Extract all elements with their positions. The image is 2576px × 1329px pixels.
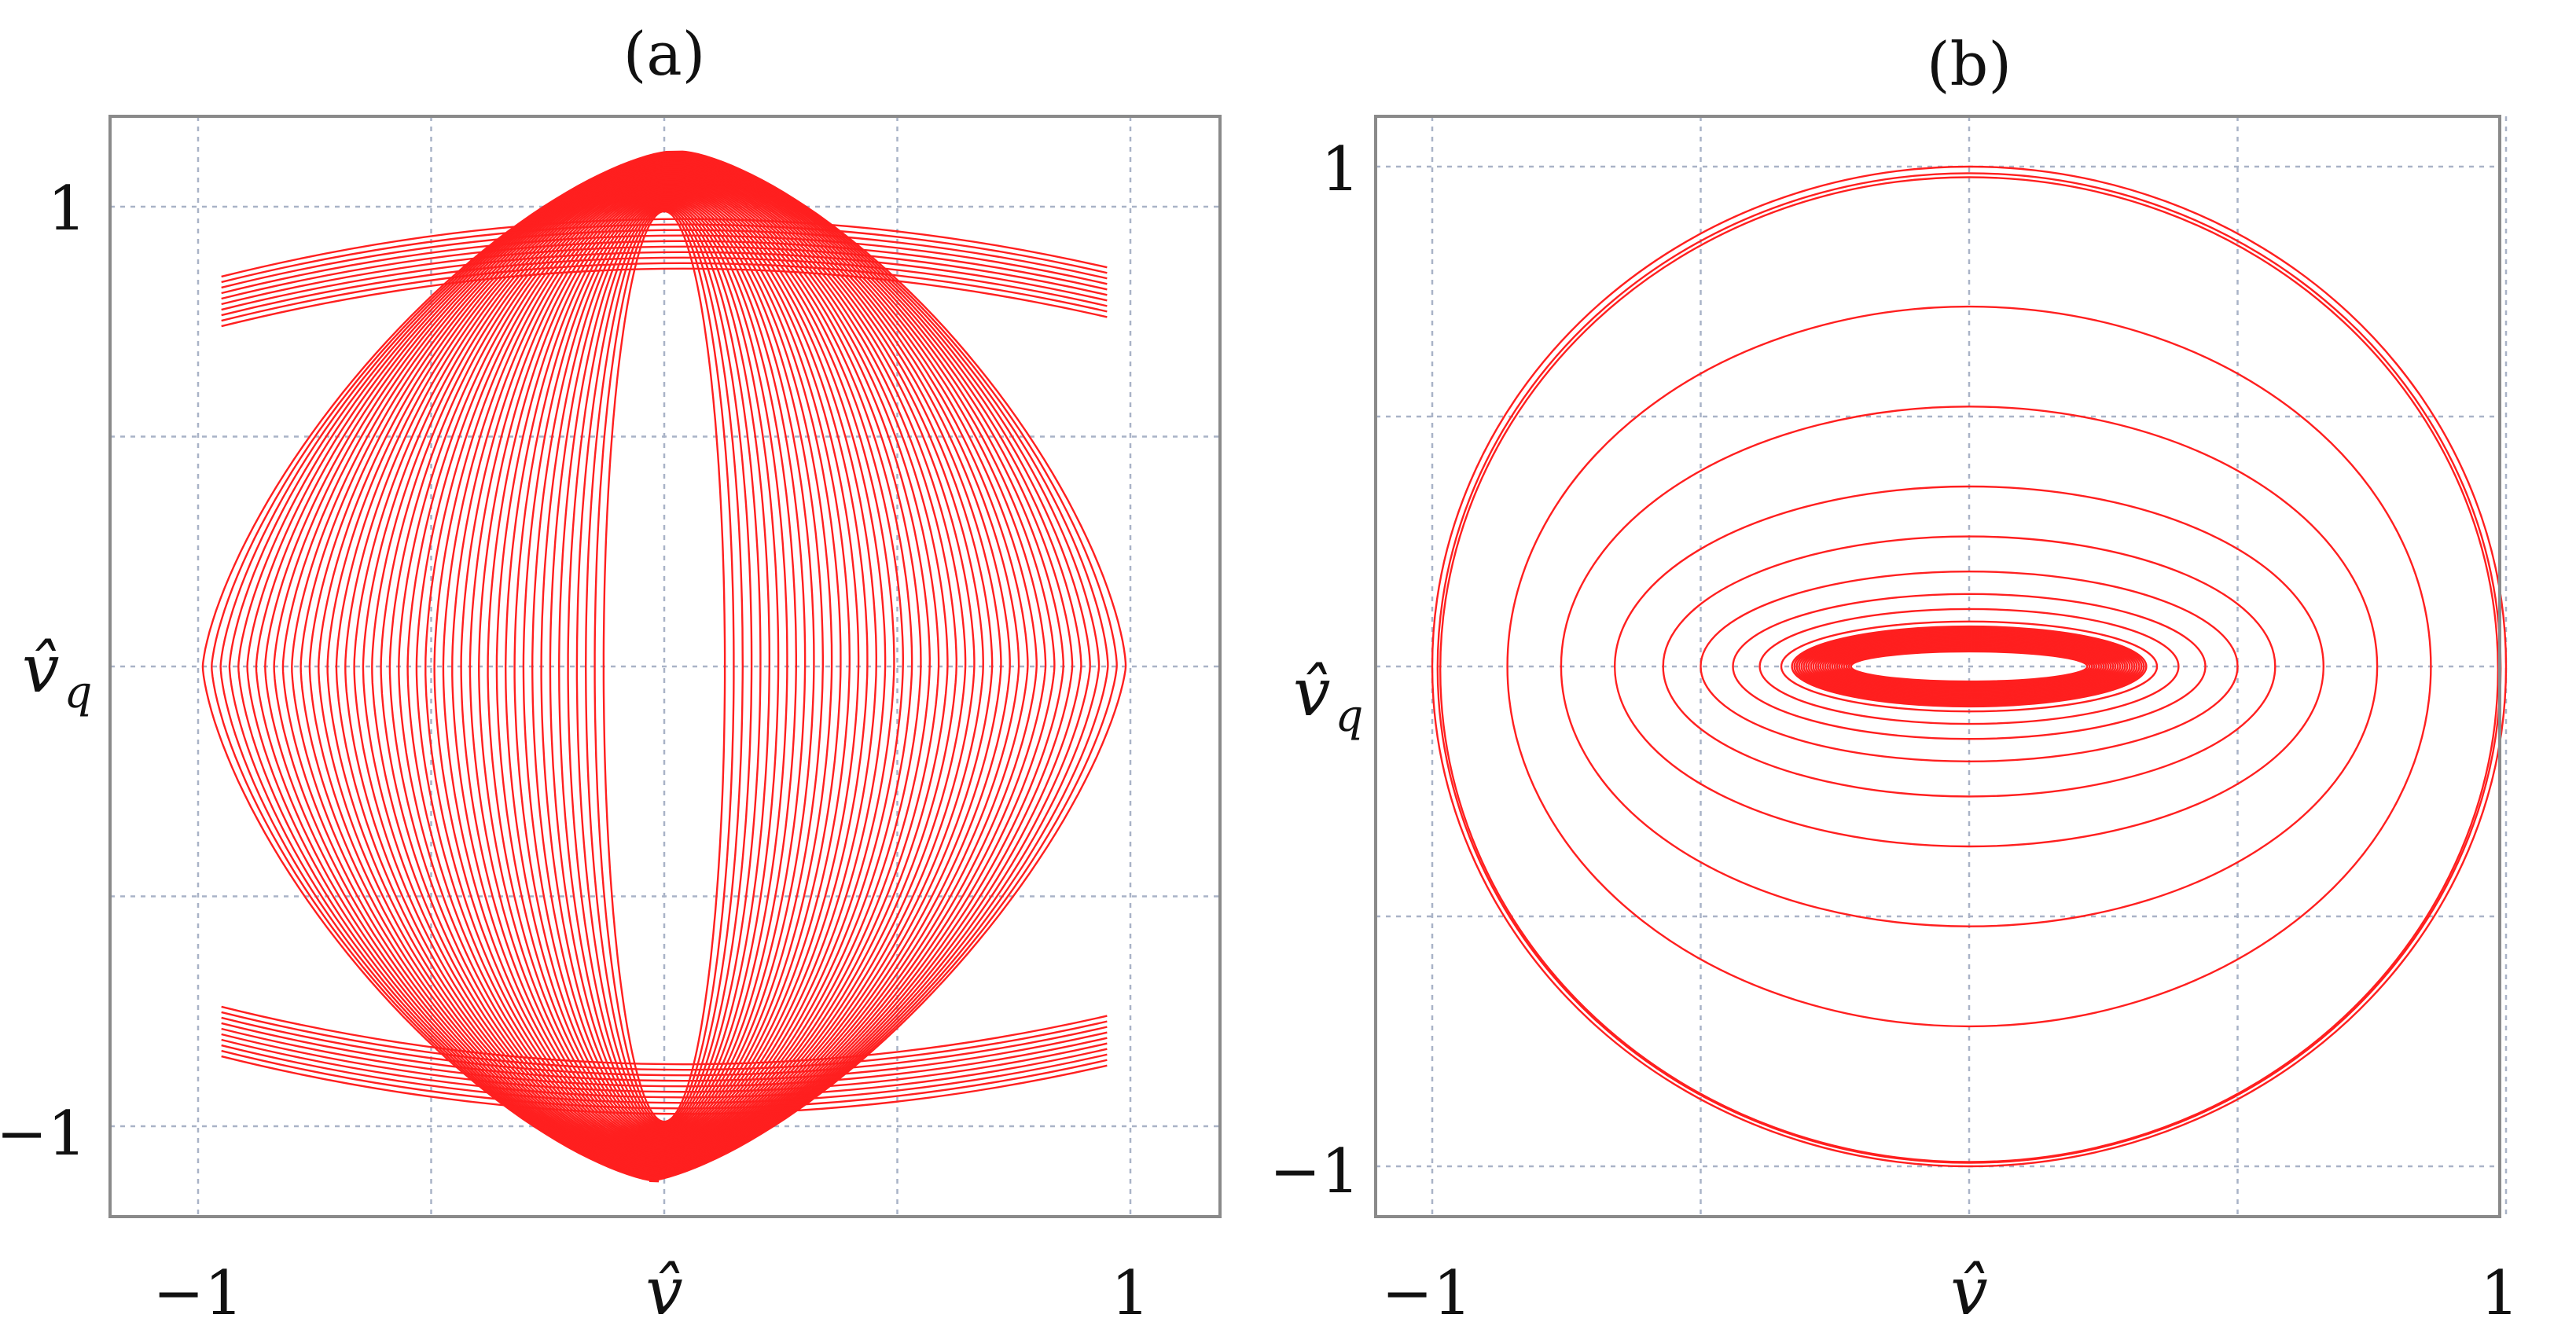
panel-b-xtick-right: 1	[2480, 1258, 2519, 1329]
panel-a-ytick-top: 1	[47, 174, 86, 244]
panel-b-trajectory-4	[1560, 406, 2379, 927]
panel-b-ylabel: v̂ q	[1293, 654, 1363, 742]
panel-b-trajectory-11	[1791, 625, 2148, 708]
panel-a-top-arc-1	[221, 262, 1108, 322]
panel-b-ytick-bottom: −1	[1270, 1136, 1360, 1207]
panel-a-top-arc-2	[221, 256, 1108, 317]
panel-b-trajectory-0	[1431, 165, 2508, 1168]
panel-a-trajectory-0	[602, 210, 726, 1123]
panel-a-trajectory-21	[415, 182, 913, 1151]
panel-a-trajectory-26	[371, 175, 958, 1158]
panel-b-trajectory-2	[1439, 176, 2499, 1163]
panel-a-trajectory-2	[584, 207, 744, 1125]
panel-b-trajectory-5	[1613, 485, 2324, 848]
panel-a-trajectory-34	[299, 165, 1029, 1168]
panel-b-trajectory-6	[1662, 535, 2277, 798]
panel-a-top-arc-9	[221, 218, 1108, 278]
panel-b-xlabel: v̂	[1950, 1253, 1987, 1329]
panel-a-top-arc-7	[221, 229, 1108, 289]
panel-a-trajectory-19	[433, 185, 895, 1148]
panel-a-top-arc-0	[221, 267, 1108, 328]
panel-a-trajectory-8	[531, 200, 797, 1133]
panel-a-trajectories	[201, 150, 1127, 1183]
panel-a-bottom-arc-4	[221, 1027, 1108, 1088]
panel-b-trajectory-33	[1843, 647, 2096, 686]
panel-b-trajectory-30	[1836, 644, 2103, 688]
panel-a-trajectory-36	[281, 162, 1047, 1171]
panel-a-top-arc-3	[221, 251, 1108, 311]
panel-a-xtick-left: −1	[153, 1258, 244, 1329]
panel-a-trajectory-27	[362, 174, 967, 1158]
panel-b-trajectory-32	[1840, 646, 2098, 687]
panel-a-trajectory-35	[291, 163, 1038, 1169]
panel-a-title: (a)	[623, 19, 706, 89]
panel-b-chart: (b) 1 −1 −1 1 v̂ v̂ q	[1270, 29, 2519, 1329]
panel-b-frame	[1374, 115, 2501, 1218]
panel-b-ytick-top: 1	[1321, 134, 1360, 205]
panel-a-top-arc-6	[221, 234, 1108, 295]
panel-b-trajectory-3	[1506, 305, 2432, 1028]
panel-b-trajectory-19	[1810, 633, 2129, 699]
panel-a-trajectory-15	[469, 190, 860, 1143]
panel-b-grid	[1376, 116, 2508, 1217]
panel-b-trajectory-23	[1819, 637, 2119, 696]
panel-a-trajectory-9	[522, 198, 807, 1135]
panel-b-trajectories	[1431, 165, 2508, 1168]
panel-b-trajectory-9	[1758, 608, 2180, 725]
panel-b-title: (b)	[1927, 29, 2012, 99]
panel-b-trajectory-14	[1798, 628, 2141, 705]
panel-a-bottom-arc-1	[221, 1011, 1108, 1071]
panel-a-frame	[108, 115, 1222, 1218]
panel-b-trajectory-29	[1833, 643, 2105, 690]
panel-a-ylabel: v̂ q	[22, 630, 92, 718]
panel-b-trajectory-26	[1826, 641, 2112, 693]
panel-b-trajectory-18	[1807, 632, 2131, 701]
panel-b-trajectory-36	[1850, 650, 2089, 683]
panel-a-xlabel: v̂	[645, 1253, 682, 1329]
panel-a-trajectory-39	[255, 158, 1074, 1175]
panel-a-trajectory-44	[211, 152, 1118, 1181]
panel-b-trajectory-10	[1780, 620, 2159, 713]
panel-a-ytick-bottom: −1	[0, 1099, 86, 1169]
panel-a-trajectory-20	[424, 183, 905, 1150]
panel-a-bottom-arc-9	[221, 1055, 1108, 1115]
panel-a-bottom-arc-6	[221, 1038, 1108, 1099]
panel-a-bottom-arc-7	[221, 1044, 1108, 1104]
panel-a-bottom-arc-8	[221, 1049, 1108, 1110]
panel-b-xtick-left: −1	[1382, 1258, 1472, 1329]
panel-a-bottom-arc-3	[221, 1022, 1108, 1082]
panel-a-trajectory-29	[344, 171, 984, 1162]
panel-a-trajectory-22	[406, 181, 922, 1152]
panel-a-trajectory-28	[353, 173, 976, 1160]
panel-a-trajectory-3	[575, 206, 753, 1127]
panel-b-trajectory-21	[1814, 635, 2124, 698]
panel-a-trajectory-43	[219, 152, 1109, 1180]
panel-a-bottom-arc-0	[221, 1005, 1108, 1066]
panel-b-trajectory-22	[1817, 636, 2122, 697]
panel-a-top-arc-8	[221, 223, 1108, 284]
panel-a-xtick-right: 1	[1111, 1258, 1150, 1329]
panel-b-trajectory-16	[1802, 630, 2136, 703]
panel-a-trajectory-6	[549, 202, 780, 1131]
panel-b-trajectory-15	[1800, 630, 2138, 704]
panel-b-trajectory-25	[1824, 639, 2115, 694]
panel-a-top-arc-5	[221, 240, 1108, 300]
panel-b-trajectory-7	[1700, 571, 2239, 763]
panel-a-bottom-arc-5	[221, 1033, 1108, 1093]
panel-a-trajectory-7	[540, 200, 788, 1133]
panel-b-trajectory-8	[1732, 593, 2207, 740]
panel-b-trajectory-28	[1831, 642, 2107, 691]
panel-b-trajectory-35	[1847, 649, 2091, 684]
panel-a-top-arc-4	[221, 245, 1108, 306]
panel-a-trajectory-14	[477, 191, 851, 1142]
panel-a-trajectory-1	[593, 208, 735, 1125]
panel-a-trajectory-13	[487, 193, 842, 1140]
panel-a-chart: (a) 1 −1 −1 1 v̂ v̂ q	[0, 19, 1222, 1329]
panel-a-bottom-arc-2	[221, 1016, 1108, 1077]
panel-b-trajectory-12	[1793, 626, 2145, 707]
